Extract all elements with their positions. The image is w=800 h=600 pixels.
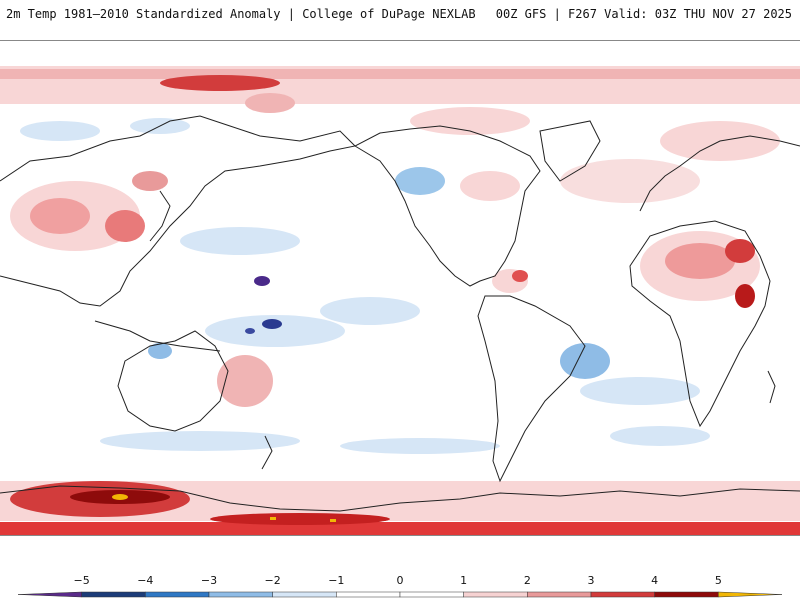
cold-spot-pacific <box>254 276 270 286</box>
colorbar-tick-label: −2 <box>265 574 281 587</box>
colorbar-tick-label: −4 <box>137 574 153 587</box>
colorbar-tick-label: 0 <box>397 574 404 587</box>
colorbar-swatch <box>590 591 655 598</box>
colorbar-swatch <box>399 591 464 598</box>
colorbar-swatch <box>718 591 783 598</box>
header-bar: 2m Temp 1981–2010 Standardized Anomaly |… <box>0 0 800 30</box>
colorbar-tick-label: 2 <box>524 574 531 587</box>
anomaly-map <box>0 40 800 536</box>
colorbar-swatch <box>208 591 273 598</box>
namerica-cold-anomaly <box>395 167 445 195</box>
arctic-warm-core <box>0 69 800 79</box>
colorbar-swatch <box>463 591 528 598</box>
product-title: 2m Temp 1981–2010 Standardized Anomaly |… <box>6 7 476 21</box>
colorbar-swatch <box>145 591 210 598</box>
colorbar-tick-label: −3 <box>201 574 217 587</box>
colorbar-svg: −5 −4 −3 −2 −1 0 1 2 3 4 5 <box>17 574 783 598</box>
colorbar-swatch <box>81 591 146 598</box>
colorbar-swatch <box>654 591 719 598</box>
colorbar-swatch <box>17 591 82 598</box>
colorbar: −5 −4 −3 −2 −1 0 1 2 3 4 5 <box>0 568 800 600</box>
colorbar-tick-label: 3 <box>588 574 595 587</box>
run-valid-time: 00Z GFS | F267 Valid: 03Z THU NOV 27 202… <box>495 7 792 21</box>
australia-warm-anomaly <box>217 355 273 407</box>
antarctic-warm-band <box>0 522 800 535</box>
colorbar-swatch <box>336 591 401 598</box>
coastlines <box>0 115 800 512</box>
colorbar-tick-label: 1 <box>460 574 467 587</box>
colorbar-tick-label: −5 <box>74 574 90 587</box>
colorbar-swatch <box>272 591 337 598</box>
colorbar-tick-label: 5 <box>715 574 722 587</box>
colorbar-tick-label: 4 <box>651 574 658 587</box>
colorbar-tick-label: −1 <box>328 574 344 587</box>
arctic-hotspot <box>160 75 280 91</box>
colorbar-swatch <box>527 591 592 598</box>
map-svg <box>0 66 800 535</box>
